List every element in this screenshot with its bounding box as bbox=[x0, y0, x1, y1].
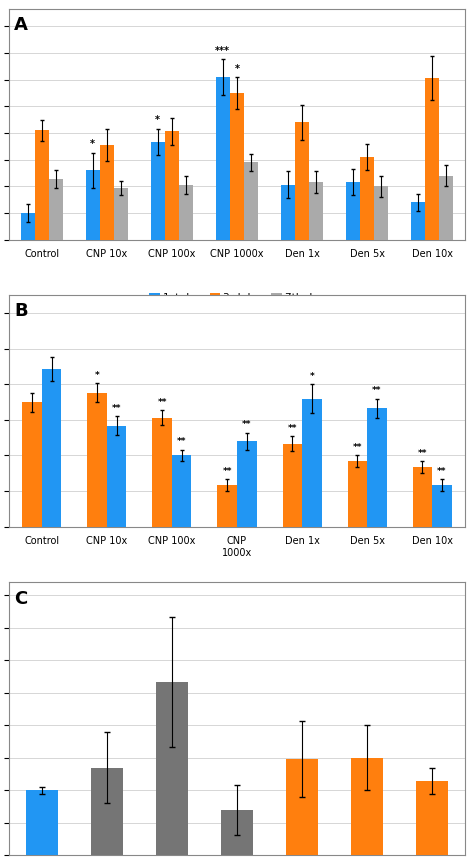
Bar bbox=[302, 398, 321, 526]
Legend: ZO-1, DAPI-Nuclei: ZO-1, DAPI-Nuclei bbox=[176, 587, 298, 596]
Bar bbox=[351, 758, 383, 855]
Bar bbox=[286, 759, 318, 855]
Bar bbox=[230, 93, 244, 239]
Bar bbox=[425, 78, 439, 239]
Bar bbox=[26, 791, 58, 855]
Bar bbox=[179, 185, 193, 239]
Bar bbox=[114, 188, 128, 239]
Text: *: * bbox=[155, 115, 160, 125]
Bar bbox=[309, 182, 323, 239]
Text: *: * bbox=[95, 371, 100, 379]
Bar bbox=[360, 157, 374, 239]
Bar bbox=[374, 187, 389, 239]
Bar bbox=[237, 442, 256, 526]
Bar bbox=[100, 144, 114, 239]
Bar bbox=[88, 392, 107, 526]
Bar bbox=[416, 780, 448, 855]
Bar bbox=[283, 443, 302, 526]
Bar bbox=[295, 123, 309, 239]
Bar bbox=[216, 77, 230, 239]
Text: *: * bbox=[235, 64, 239, 73]
Text: **: ** bbox=[242, 421, 252, 429]
Bar bbox=[221, 810, 253, 855]
Text: **: ** bbox=[437, 467, 447, 475]
Bar bbox=[107, 426, 127, 526]
Bar bbox=[85, 170, 100, 239]
Bar bbox=[20, 213, 35, 239]
Bar bbox=[218, 485, 237, 526]
Bar bbox=[49, 180, 64, 239]
Text: **: ** bbox=[372, 386, 382, 395]
Legend: 1st day, 3rd day, 7th day: 1st day, 3rd day, 7th day bbox=[149, 293, 325, 302]
Bar bbox=[346, 182, 360, 239]
Bar bbox=[22, 402, 42, 526]
Bar bbox=[432, 485, 452, 526]
Bar bbox=[410, 202, 425, 239]
Bar bbox=[244, 162, 258, 239]
Text: *: * bbox=[90, 139, 95, 149]
Bar bbox=[35, 130, 49, 239]
Bar bbox=[367, 408, 386, 526]
Text: ***: *** bbox=[215, 46, 230, 56]
Text: **: ** bbox=[222, 467, 232, 475]
Bar bbox=[151, 142, 165, 239]
Text: **: ** bbox=[112, 403, 121, 413]
Text: **: ** bbox=[288, 424, 297, 433]
Text: C: C bbox=[14, 590, 27, 608]
Text: **: ** bbox=[418, 448, 427, 458]
Bar bbox=[439, 175, 454, 239]
Bar bbox=[42, 369, 62, 526]
Bar bbox=[347, 461, 367, 526]
Text: A: A bbox=[14, 16, 28, 34]
Bar bbox=[412, 467, 432, 526]
Text: *: * bbox=[310, 372, 314, 381]
Bar bbox=[172, 455, 191, 526]
Text: B: B bbox=[14, 302, 27, 321]
Bar bbox=[281, 185, 295, 239]
Text: **: ** bbox=[177, 437, 186, 446]
Bar bbox=[156, 682, 188, 855]
Text: **: ** bbox=[157, 397, 167, 407]
Bar bbox=[153, 417, 172, 526]
Bar bbox=[165, 131, 179, 239]
Text: **: ** bbox=[353, 443, 362, 452]
Bar bbox=[91, 767, 123, 855]
